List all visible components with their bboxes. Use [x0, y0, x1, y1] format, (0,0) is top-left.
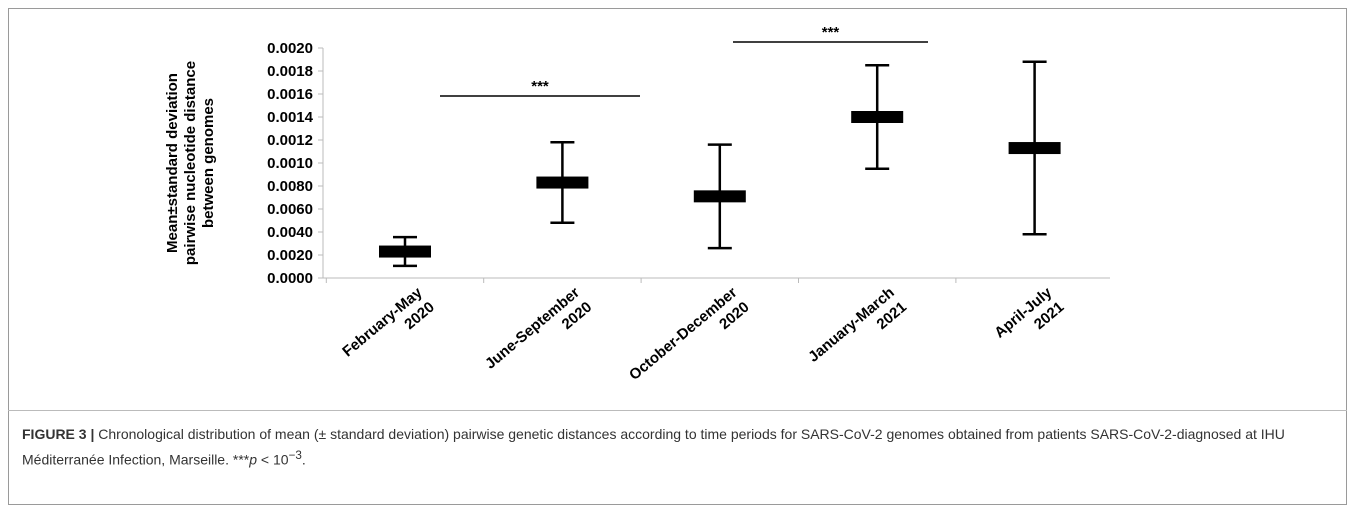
mean-marker: [693, 190, 746, 203]
y-axis-label-line: pairwise nucleotide distance: [182, 61, 199, 265]
figure-frame: [8, 8, 1347, 505]
y-tick-label: 0.0060: [267, 201, 313, 218]
mean-marker: [536, 176, 589, 189]
y-tick-label: 0.0020: [267, 247, 313, 264]
caption-end: .: [301, 451, 306, 468]
y-axis-label-line: Mean±standard deviation: [164, 73, 181, 253]
separator: [8, 410, 1347, 411]
y-tick-label: 0.0014: [267, 109, 314, 126]
y-tick-label: 0.0000: [267, 270, 313, 287]
caption-italic: p: [249, 451, 258, 468]
y-tick-label: 0.0020: [267, 40, 313, 57]
y-tick-label: 0.0016: [267, 86, 313, 103]
significance-label: ***: [822, 24, 840, 41]
x-tick-label: January-March2021: [805, 284, 910, 380]
y-tick-label: 0.0080: [267, 178, 313, 195]
caption-sup: −3: [288, 449, 302, 462]
y-tick-label: 0.0040: [267, 224, 313, 241]
y-axis-label-line: between genomes: [200, 98, 217, 228]
y-tick-label: 0.0018: [267, 63, 313, 80]
y-tick-label: 0.0010: [267, 155, 313, 172]
mean-marker: [1008, 142, 1061, 155]
caption-mid: < 10: [257, 451, 289, 468]
caption-text: Chronological distribution of mean (± st…: [22, 426, 1285, 468]
significance-label: ***: [531, 78, 549, 95]
x-tick-label: February-May2020: [339, 284, 438, 375]
chart: Mean±standard deviationpairwise nucleoti…: [164, 24, 1110, 398]
x-tick-label-line: October-December: [626, 284, 741, 384]
x-tick-label: October-December2020: [626, 284, 753, 398]
caption-label: FIGURE 3 |: [22, 426, 95, 442]
x-tick-label: June-September2020: [482, 284, 595, 387]
y-tick-label: 0.0012: [267, 132, 313, 149]
mean-marker: [851, 111, 904, 123]
y-axis-label: Mean±standard deviationpairwise nucleoti…: [164, 61, 217, 265]
x-tick-label: April-July2021: [991, 284, 1068, 356]
caption: FIGURE 3 | Chronological distribution of…: [22, 424, 1332, 471]
mean-marker: [379, 245, 431, 258]
